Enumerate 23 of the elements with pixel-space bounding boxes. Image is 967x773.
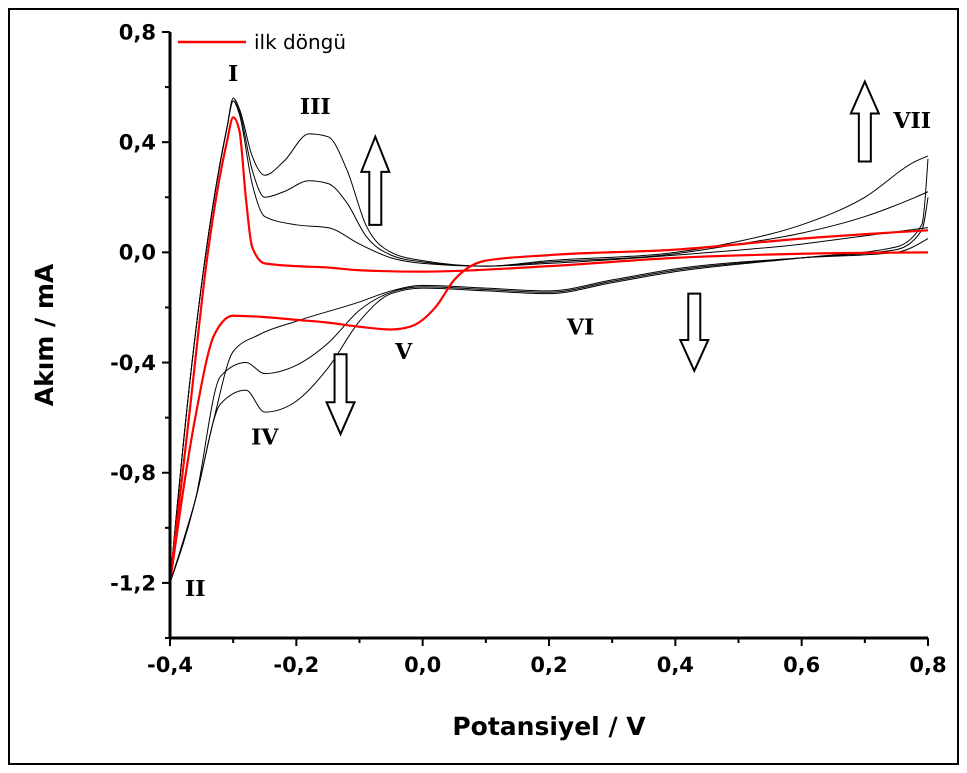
x-tick-label: 0,6 [783, 653, 820, 677]
y-tick-label: -0,4 [110, 350, 156, 375]
annotation: VI [566, 314, 594, 340]
y-tick-label: 0,8 [118, 20, 156, 44]
x-tick-label: 0,2 [530, 653, 568, 677]
x-tick-label: -0,2 [273, 653, 320, 677]
annotation: II [184, 576, 206, 602]
y-tick-label: -0,8 [110, 461, 156, 486]
y-tick-label: -1,2 [110, 571, 156, 596]
x-tick-label: -0,4 [147, 653, 193, 677]
legend-label: ilk döngü [254, 30, 346, 54]
y-tick-label: 0,4 [118, 130, 156, 155]
x-axis-title: Potansiyel / V [452, 712, 646, 741]
x-tick-label: 0,4 [656, 653, 694, 677]
annotation: VII [892, 108, 932, 134]
annotation: IV [251, 424, 280, 451]
x-tick-label: 0,8 [909, 653, 947, 677]
y-axis-title: Akım / mA [30, 263, 59, 406]
y-tick-label: 0,0 [118, 240, 156, 265]
annotation: III [300, 94, 331, 120]
annotation: I [228, 61, 238, 88]
x-tick-label: 0,0 [404, 653, 442, 677]
annotation: V [394, 339, 414, 366]
